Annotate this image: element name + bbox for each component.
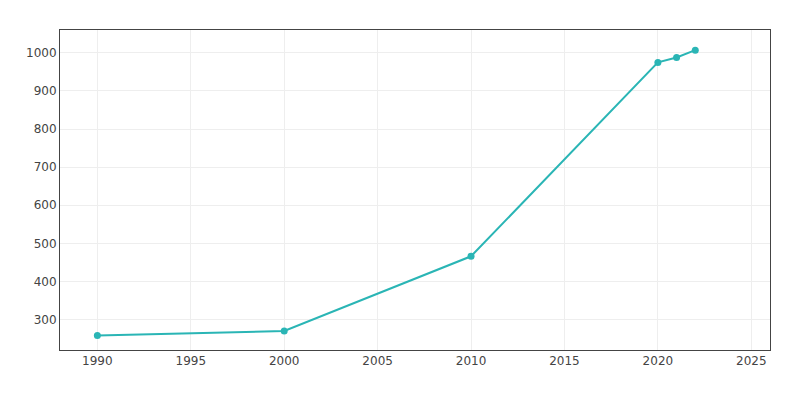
svg-text:900: 900 [34, 84, 57, 98]
svg-text:1000: 1000 [26, 46, 57, 60]
svg-text:400: 400 [34, 275, 57, 289]
svg-text:2005: 2005 [362, 354, 393, 368]
svg-text:2000: 2000 [269, 354, 300, 368]
svg-text:800: 800 [34, 122, 57, 136]
svg-text:1995: 1995 [176, 354, 207, 368]
svg-text:300: 300 [34, 313, 57, 327]
svg-text:2010: 2010 [456, 354, 487, 368]
svg-text:600: 600 [34, 198, 57, 212]
svg-text:2015: 2015 [549, 354, 580, 368]
svg-text:2020: 2020 [643, 354, 674, 368]
svg-text:1990: 1990 [82, 354, 113, 368]
svg-text:700: 700 [34, 160, 57, 174]
svg-text:2025: 2025 [736, 354, 767, 368]
svg-text:500: 500 [34, 237, 57, 251]
